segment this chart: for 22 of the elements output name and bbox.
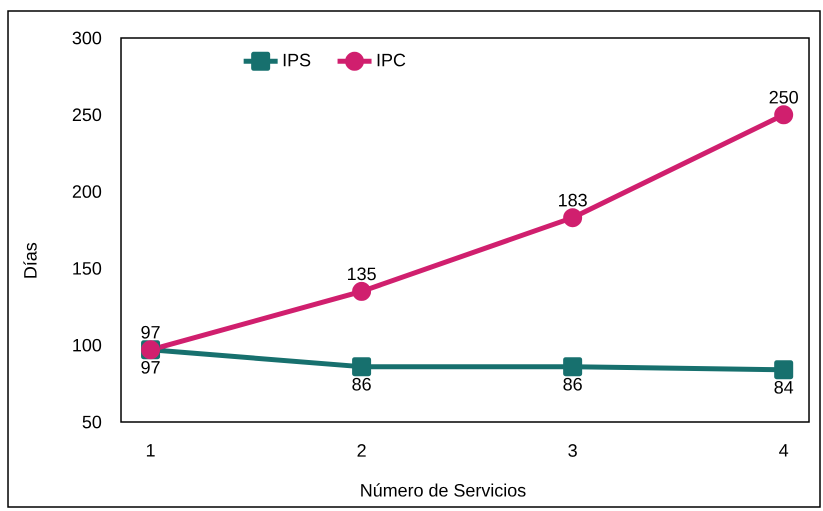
y-tick-label: 100 [73, 338, 102, 352]
x-tick-label: 1 [146, 444, 155, 456]
data-label: 250 [770, 90, 798, 104]
data-label: 97 [141, 326, 160, 339]
y-tick-label: 150 [73, 262, 102, 275]
data-label: 86 [563, 378, 582, 391]
data-label: 183 [559, 194, 587, 206]
y-axis-title: Días [23, 242, 37, 278]
y-tick-label: 200 [72, 185, 102, 198]
y-tick-label: 300 [72, 32, 102, 44]
y-tick-label: 50 [82, 416, 102, 428]
data-label: 86 [352, 378, 371, 391]
x-axis-title: Número de Servicios [361, 483, 526, 497]
x-tick-label: 3 [568, 444, 577, 457]
data-label: 84 [774, 380, 794, 394]
x-tick-label: 2 [358, 444, 366, 457]
y-tick-label: 250 [72, 108, 102, 122]
x-tick-label: 4 [779, 444, 788, 456]
legend-label: IPC [378, 54, 406, 66]
data-label: 97 [141, 360, 160, 374]
data-label: 135 [348, 268, 376, 280]
legend-label: IPS [284, 54, 310, 66]
